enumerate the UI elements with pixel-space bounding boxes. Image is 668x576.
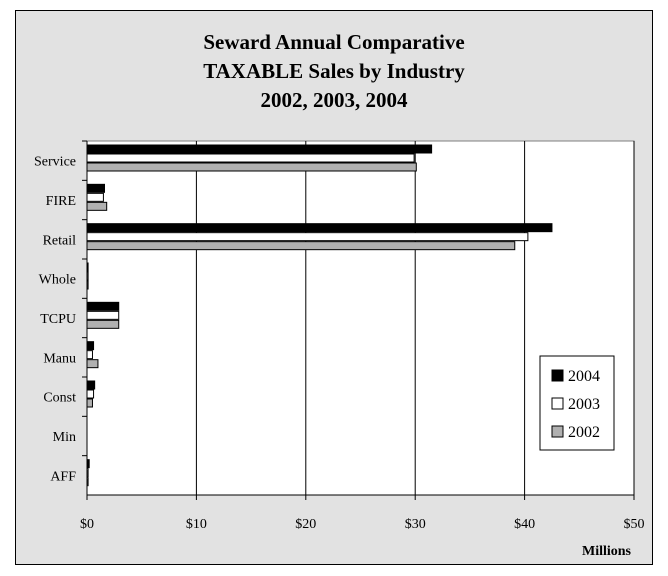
bar-2003-fire <box>86 192 104 202</box>
bar-2002-service <box>86 162 417 172</box>
bars <box>86 144 553 487</box>
x-tick-label: $40 <box>514 517 535 532</box>
bar-2003-const <box>86 389 95 399</box>
legend-swatch-2003 <box>551 397 564 410</box>
legend-swatch-2004 <box>551 369 564 382</box>
bar-2002-manu <box>86 359 99 369</box>
legend-label-2002: 2002 <box>568 424 600 441</box>
bar-2003-tcpu <box>86 310 120 320</box>
gridlines <box>195 141 635 495</box>
x-tick-label: $20 <box>295 517 316 532</box>
category-label: Min <box>53 430 76 445</box>
bar-2003-retail <box>86 232 529 242</box>
x-tick-label: $50 <box>624 517 645 532</box>
category-label: Whole <box>39 273 76 288</box>
legend: 2004 2003 2002 <box>539 355 615 451</box>
category-label: Manu <box>43 351 76 366</box>
bar-2004-const <box>86 380 96 390</box>
bar-2004-fire <box>86 183 106 193</box>
x-tick-label: $0 <box>80 517 94 532</box>
chart-title: Seward Annual Comparative TAXABLE Sales … <box>15 28 653 115</box>
bar-2004-service <box>86 144 433 154</box>
bar-2002-const <box>86 398 93 408</box>
x-tick-label: $10 <box>186 517 207 532</box>
category-label: Service <box>34 155 76 170</box>
bar-2003-manu <box>86 350 93 360</box>
category-label: Const <box>43 391 76 406</box>
legend-label-2003: 2003 <box>568 396 600 413</box>
x-tick-label: $30 <box>405 517 426 532</box>
bar-2003-service <box>86 153 415 163</box>
legend-label-2004: 2004 <box>568 368 600 385</box>
bar-2004-retail <box>86 223 553 233</box>
category-label: FIRE <box>46 194 76 209</box>
x-axis-label: Millions <box>582 544 632 559</box>
chart-title-line-2: TAXABLE Sales by Industry <box>203 59 465 83</box>
bar-2002-fire <box>86 201 108 211</box>
category-label: Retail <box>43 233 77 248</box>
chart-title-line-1: Seward Annual Comparative <box>203 30 465 54</box>
axes: Service FIRE Retail Whole TCPU Manu Const Min AF… <box>34 140 645 559</box>
bar-2002-tcpu <box>86 319 120 329</box>
bar-2002-retail <box>86 241 516 251</box>
legend-swatch-2002 <box>551 425 564 438</box>
bar-2004-manu <box>86 341 95 351</box>
category-label: TCPU <box>40 312 76 327</box>
category-label: AFF <box>50 469 76 484</box>
chart-title-line-3: 2002, 2003, 2004 <box>260 88 408 112</box>
bar-2004-tcpu <box>86 301 120 311</box>
